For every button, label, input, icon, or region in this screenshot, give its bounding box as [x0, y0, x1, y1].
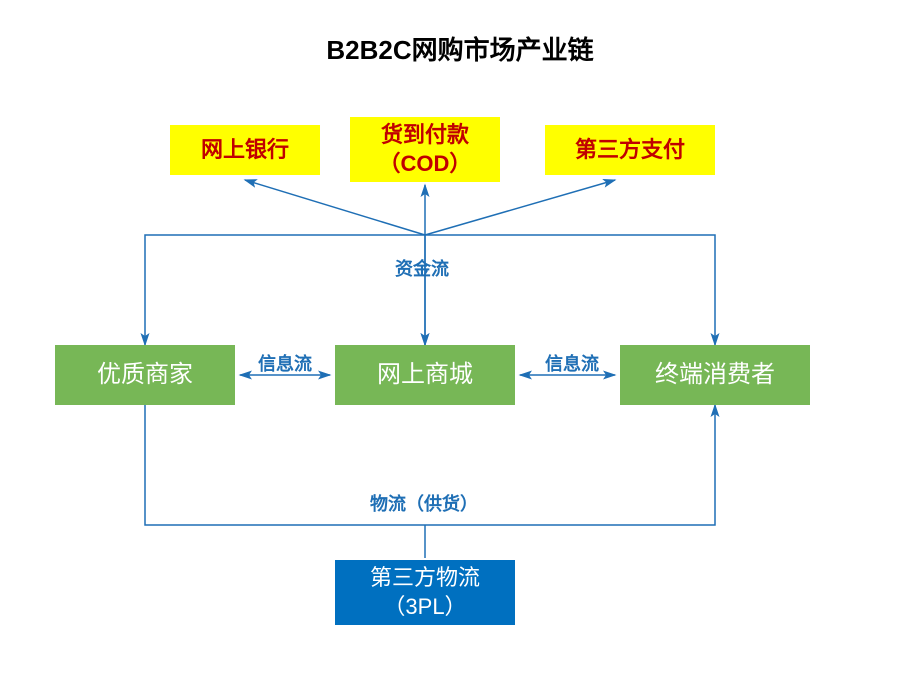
- diagram-title: B2B2C网购市场产业链: [0, 30, 920, 67]
- node-cod: 货到付款 （COD）: [350, 117, 500, 182]
- node-consumer: 终端消费者: [620, 345, 810, 405]
- label-capital: 资金流: [395, 255, 449, 281]
- arrow-3: [145, 235, 425, 345]
- label-info1: 信息流: [258, 350, 312, 376]
- node-logistics: 第三方物流 （3PL）: [335, 560, 515, 625]
- node-thirdpay: 第三方支付: [545, 125, 715, 175]
- node-bank: 网上银行: [170, 125, 320, 175]
- arrow-4: [425, 235, 715, 345]
- label-info2: 信息流: [545, 350, 599, 376]
- diagram-canvas: B2B2C网购市场产业链 网上银行货到付款 （COD） 第三方支付优质商家 网上商城…: [0, 0, 920, 690]
- arrow-2: [425, 180, 615, 235]
- label-logflow: 物流（供货）: [370, 490, 478, 516]
- arrow-0: [245, 180, 425, 235]
- node-mall: 网上商城: [335, 345, 515, 405]
- node-merchant: 优质商家: [55, 345, 235, 405]
